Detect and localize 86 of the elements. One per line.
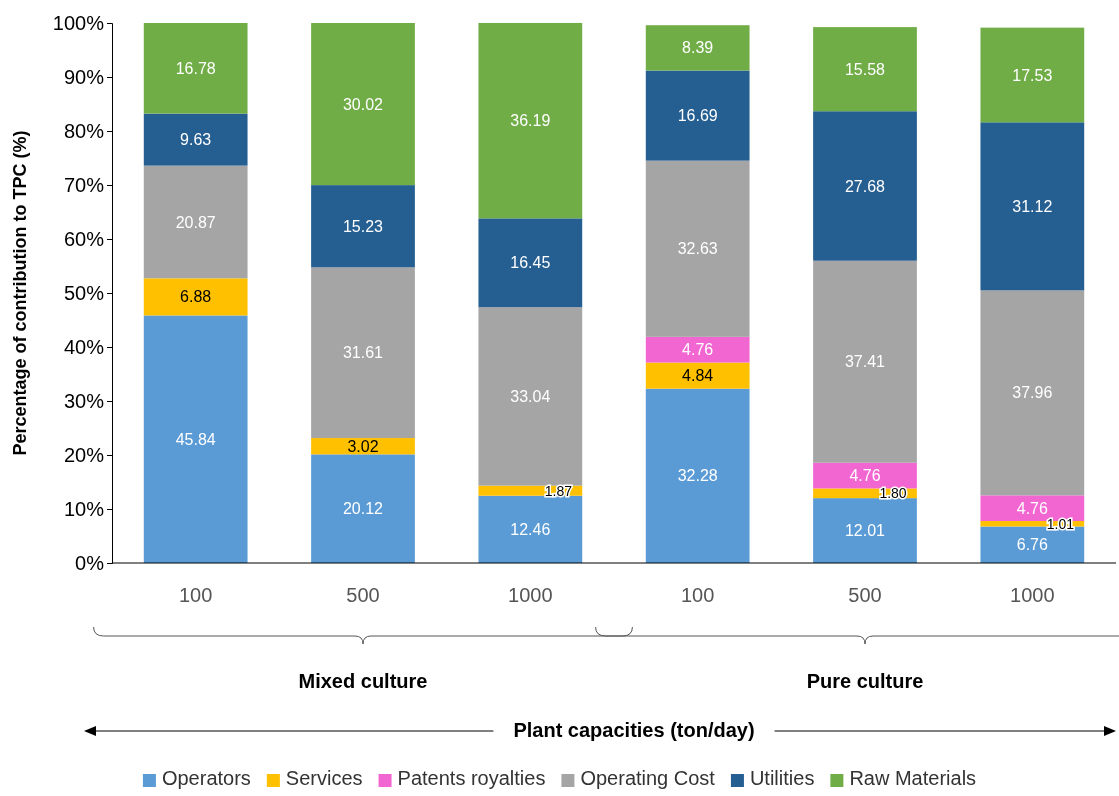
x-tick-label: 100 xyxy=(178,584,213,607)
bar xyxy=(980,27,1085,123)
bar xyxy=(311,185,415,268)
data-label: 32.63 xyxy=(677,240,718,258)
bar xyxy=(478,495,583,563)
bar xyxy=(478,22,583,219)
data-label: 3.02 xyxy=(347,437,379,455)
y-tick-label: 100% xyxy=(52,11,105,34)
bar xyxy=(645,25,750,71)
bar xyxy=(143,278,248,316)
bar xyxy=(645,160,750,337)
bar xyxy=(813,462,917,489)
data-label: 8.39 xyxy=(682,39,714,57)
data-label: 32.28 xyxy=(677,467,718,485)
bar xyxy=(813,498,917,563)
data-label: 31.61 xyxy=(342,344,384,362)
data-label: 20.12 xyxy=(342,500,384,518)
x-tick-label: 500 xyxy=(346,584,380,607)
data-label: 31.12 xyxy=(1012,197,1053,215)
bar xyxy=(813,27,917,112)
data-label: 12.01 xyxy=(844,522,886,540)
data-label: 6.88 xyxy=(180,288,212,306)
y-tick-label: 40% xyxy=(63,335,105,358)
data-label: 16.45 xyxy=(510,254,551,272)
y-tick-label: 0% xyxy=(75,551,105,574)
y-tick-label: 90% xyxy=(63,65,105,88)
data-label: 30.02 xyxy=(342,95,384,113)
bar xyxy=(645,362,750,389)
data-label: 1.87 xyxy=(544,482,573,499)
text: Mixed culture xyxy=(298,670,428,692)
bar xyxy=(311,267,415,439)
legend-label: Operating Cost xyxy=(580,767,716,789)
data-label: 17.53 xyxy=(1012,66,1053,84)
text: Pure culture xyxy=(806,670,924,692)
bar xyxy=(311,23,415,186)
data-label: 9.63 xyxy=(180,131,212,149)
data-label: 15.58 xyxy=(844,60,886,78)
x-tick-label: 500 xyxy=(848,584,882,607)
bar xyxy=(478,218,583,308)
data-label: 37.96 xyxy=(1012,384,1053,402)
x-tick-label: 100 xyxy=(680,584,715,607)
legend-label: Utilities xyxy=(749,767,815,789)
legend-label: Raw Materials xyxy=(849,767,977,789)
data-label: 4.76 xyxy=(1016,499,1049,517)
bar xyxy=(645,336,750,363)
legend-label: Services xyxy=(285,767,363,789)
data-label: 1.80 xyxy=(879,485,907,502)
bar xyxy=(143,113,248,166)
data-label: 4.76 xyxy=(849,467,881,485)
bar xyxy=(143,165,248,279)
y-tick-label: 10% xyxy=(63,497,105,520)
text: Plant capacities (ton/day) xyxy=(513,719,755,741)
y-tick-label: 80% xyxy=(63,119,105,142)
bar xyxy=(645,70,750,161)
y-tick-label: 50% xyxy=(63,281,105,304)
data-label: 33.04 xyxy=(510,388,551,406)
bar xyxy=(143,315,248,563)
bar xyxy=(813,260,917,463)
legend-label: Operators xyxy=(161,767,251,789)
x-tick-label: 1000 xyxy=(1010,584,1055,607)
y-tick-label: 20% xyxy=(63,443,105,466)
data-label: 12.46 xyxy=(510,520,551,538)
bar xyxy=(478,307,583,486)
data-label: 45.84 xyxy=(175,430,216,448)
y-axis-title: Percentage of contribution to TPC (%) xyxy=(10,130,30,456)
data-label: 16.78 xyxy=(175,59,216,77)
x-tick-label: 1000 xyxy=(508,584,553,607)
bar xyxy=(143,23,248,114)
data-label: 6.76 xyxy=(1016,536,1049,554)
data-label: 4.84 xyxy=(682,367,714,385)
data-label: 15.23 xyxy=(342,217,384,235)
bar xyxy=(645,388,750,563)
data-label: 20.87 xyxy=(175,213,216,231)
data-label: 27.68 xyxy=(844,177,886,195)
y-tick-label: 70% xyxy=(63,173,105,196)
bar xyxy=(980,290,1085,496)
data-label: 4.76 xyxy=(682,341,714,359)
data-label: 36.19 xyxy=(510,112,551,130)
bar xyxy=(980,122,1085,291)
bar xyxy=(813,111,917,261)
data-label: 16.69 xyxy=(677,107,718,125)
y-tick-label: 60% xyxy=(63,227,105,250)
y-tick-label: 30% xyxy=(63,389,105,412)
bar xyxy=(311,454,415,563)
legend-label: Patents royalties xyxy=(397,767,546,789)
data-label: 37.41 xyxy=(844,353,886,371)
